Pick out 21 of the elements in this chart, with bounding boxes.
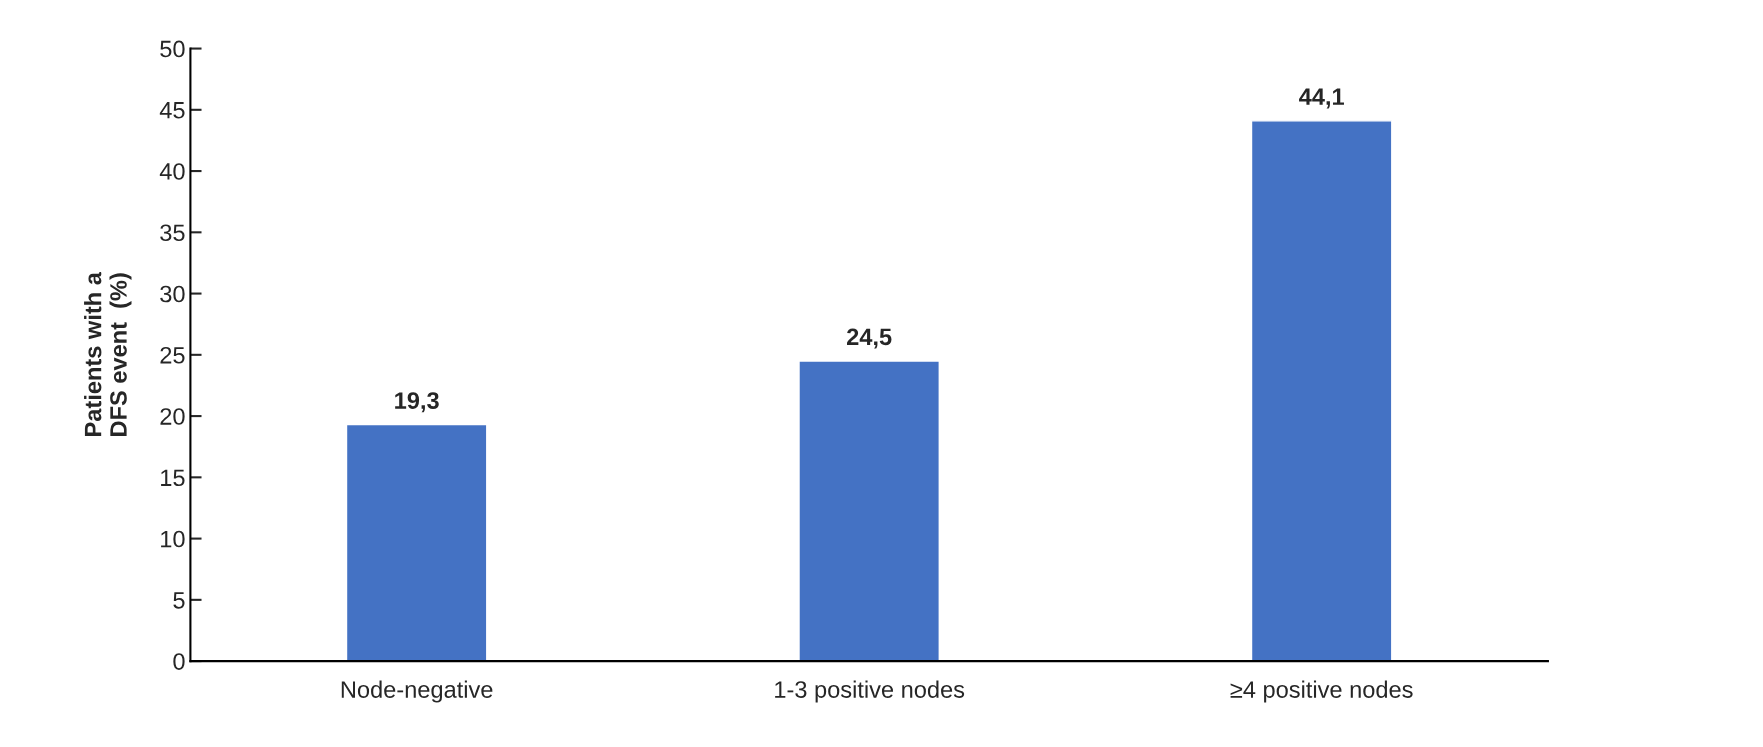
bar xyxy=(345,423,488,662)
data-label: 44,1 xyxy=(1299,88,1344,109)
bar xyxy=(798,360,940,662)
y-tick-label: 20 xyxy=(160,408,185,425)
y-tick-label: 25 xyxy=(160,346,185,364)
y-tick-label: 30 xyxy=(160,285,185,303)
y-tick-label: 15 xyxy=(161,469,185,487)
y-tick-label: 40 xyxy=(159,163,185,180)
data-label: 19,3 xyxy=(395,392,439,413)
y-tick-label: 5 xyxy=(173,592,185,609)
bar xyxy=(1250,120,1393,662)
x-tick-label: 1-3 positive nodes xyxy=(775,680,965,703)
x-tick-label: ≥4 positive nodes xyxy=(1230,680,1413,703)
x-tick-label: Node-negative xyxy=(341,680,493,703)
y-tick-label: 45 xyxy=(159,102,185,119)
y-axis-title: Patients with a DFS event (%) xyxy=(84,272,132,436)
y-tick-label: 0 xyxy=(173,653,185,670)
data-label: 24,5 xyxy=(847,328,892,349)
y-tick-label: 10 xyxy=(161,530,185,548)
y-tick-label: 35 xyxy=(160,224,185,242)
y-tick-label: 50 xyxy=(160,40,185,58)
